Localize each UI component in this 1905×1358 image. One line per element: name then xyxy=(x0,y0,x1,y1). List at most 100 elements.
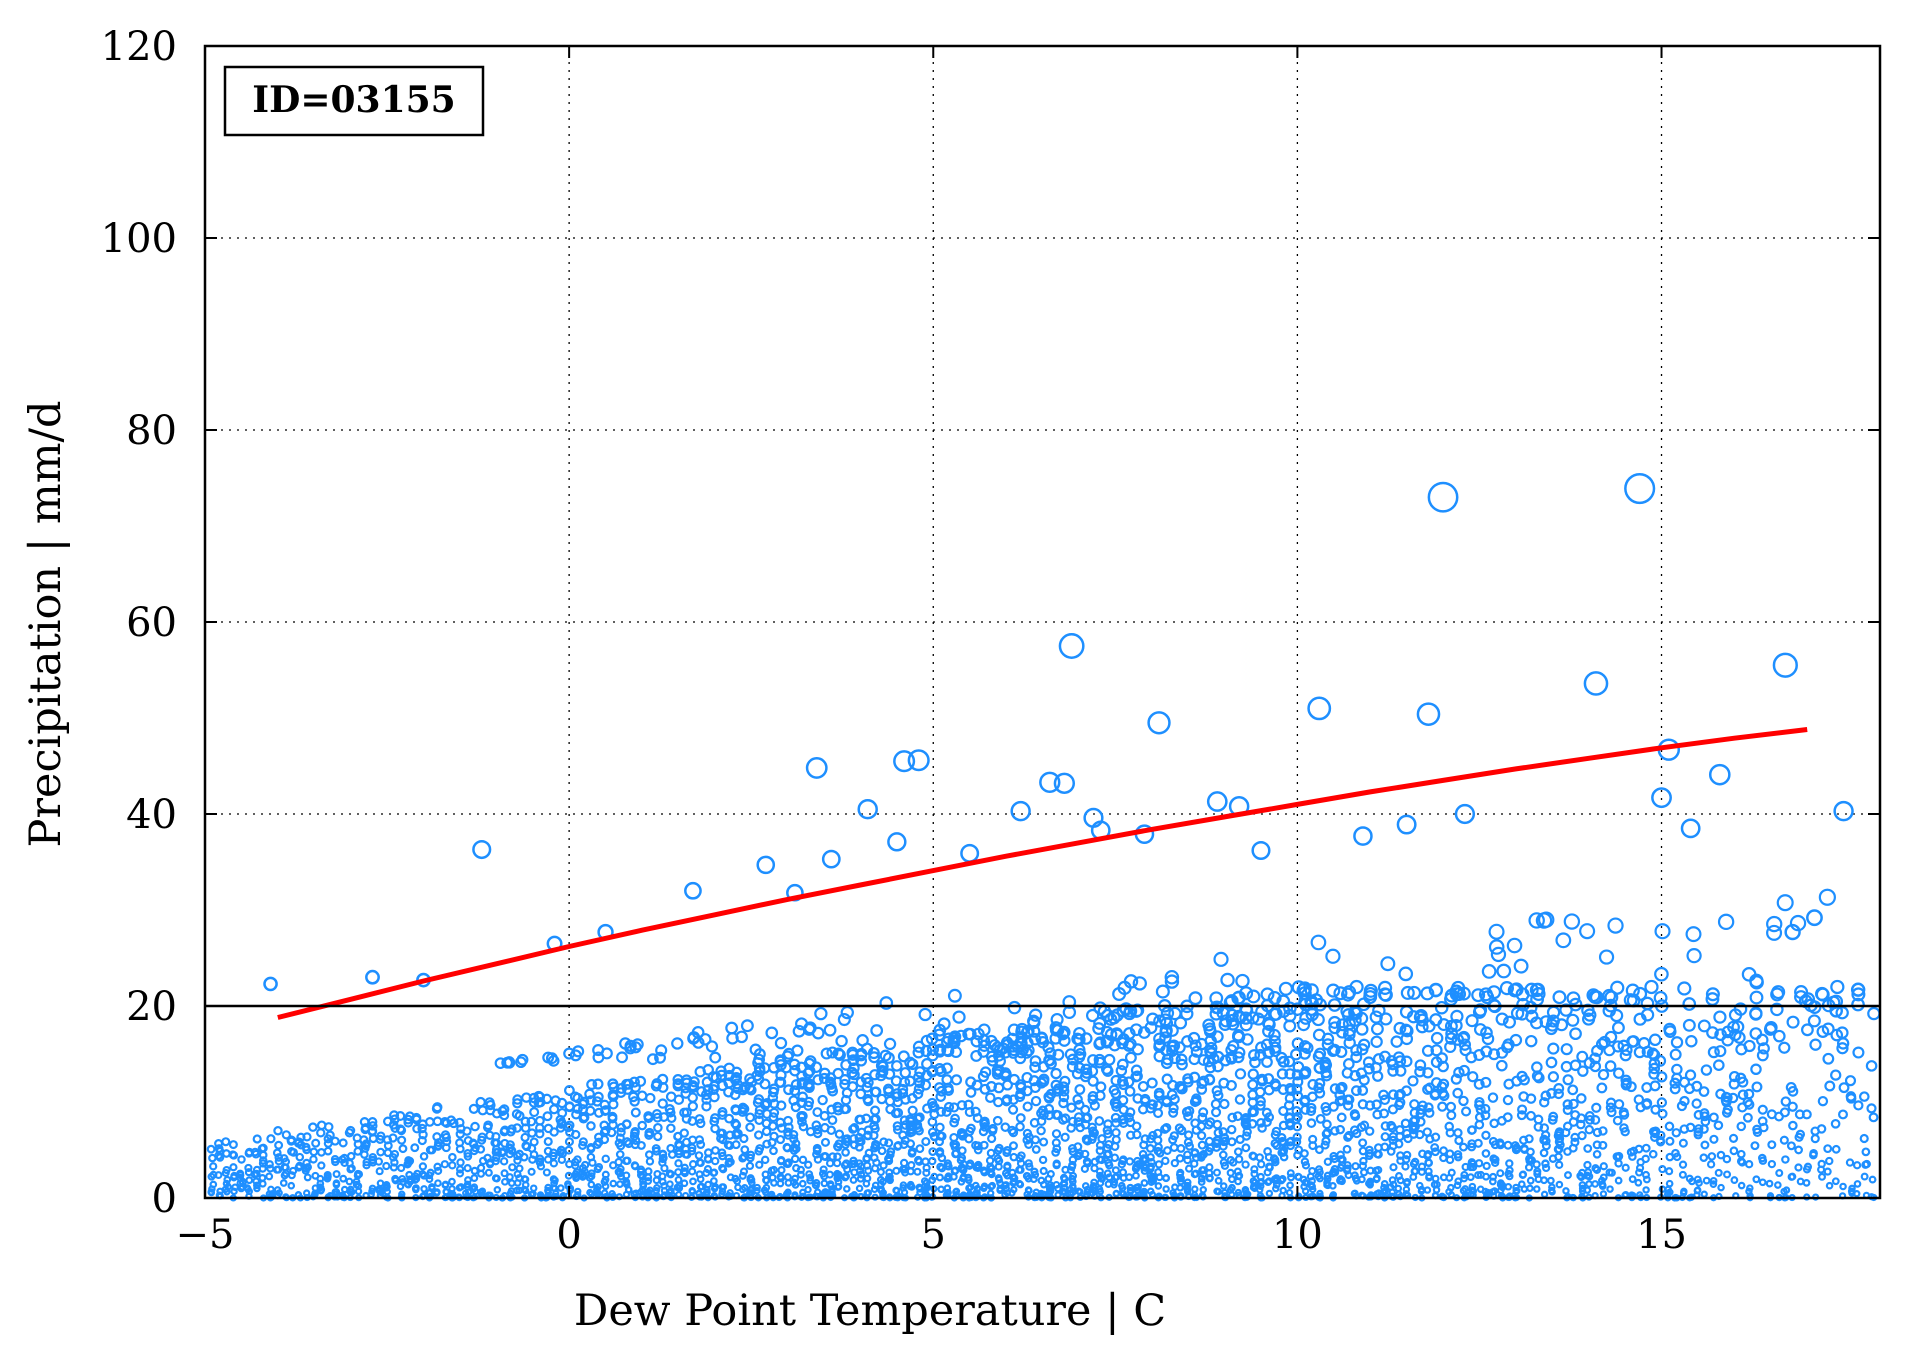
data-point xyxy=(996,1042,1010,1055)
data-point xyxy=(1583,1144,1593,1153)
data-point xyxy=(827,1115,838,1126)
data-point xyxy=(1445,1128,1455,1138)
data-point xyxy=(915,1144,925,1154)
data-point xyxy=(1060,1132,1070,1142)
data-point xyxy=(376,1131,386,1141)
data-point xyxy=(544,1188,553,1197)
data-point xyxy=(1628,1152,1637,1161)
data-point xyxy=(1831,1177,1840,1186)
data-point xyxy=(1269,1044,1282,1058)
data-point xyxy=(846,1046,859,1059)
data-point xyxy=(1093,1016,1107,1030)
data-point xyxy=(1474,1171,1483,1180)
data-point xyxy=(1053,772,1076,794)
x-tick-label: 10 xyxy=(1272,1212,1323,1258)
data-point xyxy=(1823,1144,1833,1154)
data-point xyxy=(1801,1109,1812,1120)
data-point xyxy=(1480,1045,1493,1058)
data-point xyxy=(237,1155,246,1164)
data-point xyxy=(228,1150,238,1160)
data-point xyxy=(1292,1132,1302,1142)
data-point xyxy=(302,1145,312,1155)
data-point xyxy=(1284,1083,1296,1094)
data-point xyxy=(1191,1185,1199,1193)
data-point xyxy=(1562,1074,1574,1086)
data-point xyxy=(1086,1065,1099,1077)
data-point xyxy=(330,1136,340,1146)
data-point xyxy=(1030,1167,1039,1176)
data-point xyxy=(1765,1179,1774,1188)
data-point xyxy=(346,1165,355,1174)
data-point xyxy=(848,1068,860,1081)
data-point xyxy=(281,1130,292,1140)
data-point xyxy=(1641,1082,1653,1093)
data-point xyxy=(1744,1160,1754,1169)
data-point xyxy=(774,1036,788,1050)
data-point xyxy=(1234,1094,1246,1105)
data-point xyxy=(1566,991,1581,1006)
data-point xyxy=(520,1132,530,1143)
data-point xyxy=(274,1140,284,1150)
data-point xyxy=(879,1177,887,1186)
data-point xyxy=(1110,1142,1120,1151)
data-point xyxy=(1102,1125,1113,1135)
data-point xyxy=(835,1034,848,1048)
data-point xyxy=(1829,994,1844,1009)
data-point xyxy=(1430,1044,1443,1057)
data-point xyxy=(1310,934,1327,951)
data-point xyxy=(403,1180,412,1188)
data-point xyxy=(527,1167,536,1176)
data-point xyxy=(1613,1099,1625,1110)
data-point xyxy=(1090,1164,1099,1173)
data-point xyxy=(1299,1096,1310,1107)
data-point xyxy=(899,1067,911,1079)
data-point xyxy=(1255,1100,1266,1111)
data-point xyxy=(857,798,878,820)
data-point xyxy=(1086,1008,1100,1023)
data-point xyxy=(980,1182,989,1191)
data-point xyxy=(1104,1028,1118,1041)
data-point xyxy=(1087,1054,1099,1066)
data-point xyxy=(1496,963,1512,979)
data-point xyxy=(1449,1019,1463,1032)
data-point xyxy=(209,1180,218,1189)
data-point xyxy=(1604,1030,1618,1044)
data-point xyxy=(1008,1073,1020,1086)
data-point xyxy=(1360,1168,1369,1177)
data-point xyxy=(1728,1133,1739,1143)
data-point xyxy=(1671,1128,1681,1138)
data-point xyxy=(1147,1099,1158,1110)
data-point xyxy=(882,1083,894,1095)
data-point xyxy=(1395,1125,1405,1135)
data-point xyxy=(1301,1161,1311,1170)
data-point xyxy=(1625,983,1640,998)
data-point xyxy=(1074,1084,1086,1095)
data-point xyxy=(275,1189,283,1197)
data-point xyxy=(1251,1012,1266,1026)
data-point xyxy=(1641,1143,1651,1153)
data-point xyxy=(1510,1141,1520,1151)
data-point xyxy=(891,1060,903,1072)
data-point xyxy=(1247,1119,1258,1129)
data-point xyxy=(1425,1173,1433,1182)
data-point xyxy=(920,1079,932,1091)
data-point xyxy=(1291,1083,1303,1095)
data-point xyxy=(209,1162,218,1171)
data-point xyxy=(1780,1096,1791,1107)
data-point xyxy=(783,1159,793,1169)
data-point xyxy=(564,1145,574,1155)
data-point xyxy=(1502,1015,1516,1029)
data-point xyxy=(1838,1082,1850,1094)
data-point xyxy=(986,1081,997,1092)
data-point xyxy=(705,1040,719,1053)
data-point xyxy=(848,1062,860,1074)
data-point xyxy=(1044,1047,1057,1060)
data-point xyxy=(1261,1107,1272,1118)
data-point xyxy=(1254,1086,1266,1098)
data-point xyxy=(892,1166,901,1175)
data-point xyxy=(688,1167,697,1176)
data-point xyxy=(1094,1116,1105,1126)
data-point xyxy=(229,1163,238,1172)
data-point xyxy=(1707,1152,1717,1161)
data-point xyxy=(1833,800,1854,822)
